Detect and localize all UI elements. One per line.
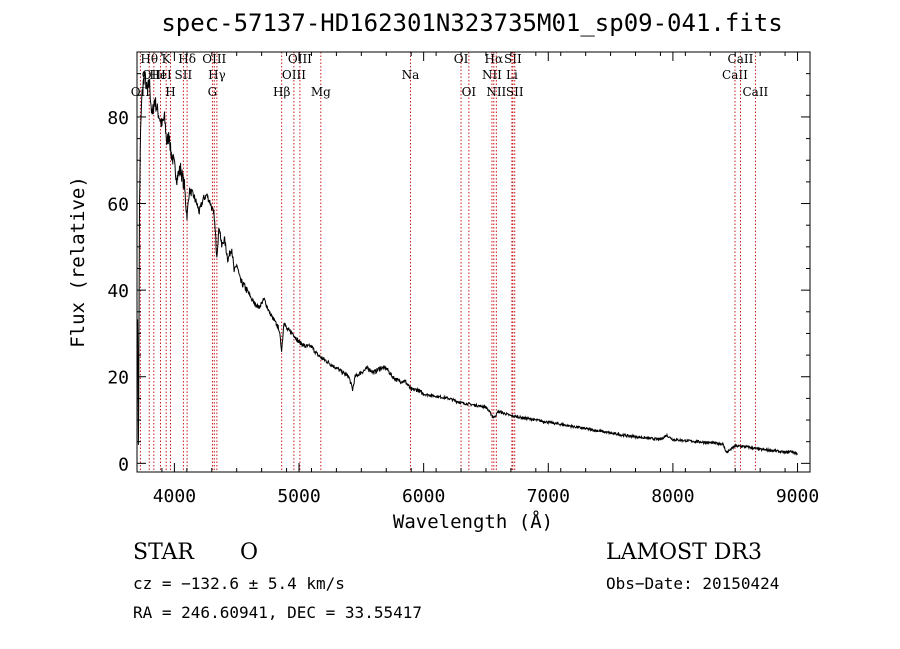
- y-tick-label: 20: [107, 368, 129, 389]
- x-tick-label: 8000: [651, 486, 694, 507]
- spectral-line-label: CaII: [742, 85, 768, 99]
- redshift-velocity: cz = −132.6 ± 5.4 km/s: [133, 574, 345, 593]
- spectral-line-label: HeI: [149, 68, 172, 82]
- survey-name: LAMOST DR3: [606, 540, 762, 565]
- object-class: STAR: [133, 540, 194, 565]
- y-tick-label: 0: [118, 454, 129, 475]
- spectral-line-markers: OIIHθOIIIHeIKHSIIHδGOIIIHγHβOIIIOIIIMgNa…: [131, 52, 769, 472]
- axes: 4000 5000 6000 7000 8000 9000 0 20 40 60 80: [107, 52, 819, 507]
- y-tick-label: 80: [107, 108, 129, 129]
- spectral-line-label: Hα: [485, 52, 504, 66]
- spectral-line-label: NII: [486, 85, 506, 99]
- spectrum-line: [137, 71, 798, 456]
- y-tick-label: 40: [107, 281, 129, 302]
- spectral-line-label: OIII: [288, 52, 312, 66]
- observation-date: Obs−Date: 20150424: [606, 574, 780, 593]
- spectrum-plot: spec-57137-HD162301N323735M01_sp09-041.f…: [67, 9, 819, 533]
- spectral-line-label: Hδ: [178, 52, 196, 66]
- spectral-line-label: Hγ: [208, 68, 226, 82]
- spectral-line-label: OI: [454, 52, 469, 66]
- spectral-line-label: OI: [462, 85, 477, 99]
- spectral-line-label: K: [162, 52, 172, 66]
- spectral-line-label: CaII: [722, 68, 748, 82]
- spectral-line-label: SII: [506, 85, 524, 99]
- spectral-line-label: CaII: [728, 52, 754, 66]
- x-tick-label: 4000: [153, 486, 196, 507]
- spectrum-series: [137, 71, 798, 456]
- spectral-line-label: NII: [482, 68, 502, 82]
- chart-title: spec-57137-HD162301N323735M01_sp09-041.f…: [161, 9, 782, 37]
- x-tick-label: 5000: [277, 486, 320, 507]
- x-tick-label: 7000: [527, 486, 570, 507]
- y-tick-label: 60: [107, 195, 129, 216]
- spectral-line-label: OIII: [142, 68, 166, 82]
- x-tick-label: 9000: [776, 486, 819, 507]
- spectral-line-label: SII: [504, 52, 522, 66]
- spectral-line-label: Mg: [311, 85, 331, 99]
- plot-frame: [136, 51, 811, 473]
- x-tick-label: 6000: [402, 486, 445, 507]
- coordinates: RA = 246.60941, DEC = 33.55417: [133, 603, 422, 622]
- spectral-line-label: G: [208, 85, 218, 99]
- spectral-line-label: Li: [506, 68, 518, 82]
- spectral-line-label: Hθ: [140, 52, 158, 66]
- y-axis-label: Flux (relative): [67, 176, 89, 348]
- spectral-line-label: H: [165, 85, 175, 99]
- spectral-line-label: Hβ: [273, 85, 290, 99]
- object-subclass: O: [240, 540, 259, 565]
- x-axis-label: Wavelength (Å): [393, 510, 553, 533]
- spectral-line-label: OIII: [282, 68, 306, 82]
- spectral-line-label: SII: [175, 68, 193, 82]
- spectral-line-label: Na: [402, 68, 420, 82]
- spectral-line-label: OIII: [202, 52, 226, 66]
